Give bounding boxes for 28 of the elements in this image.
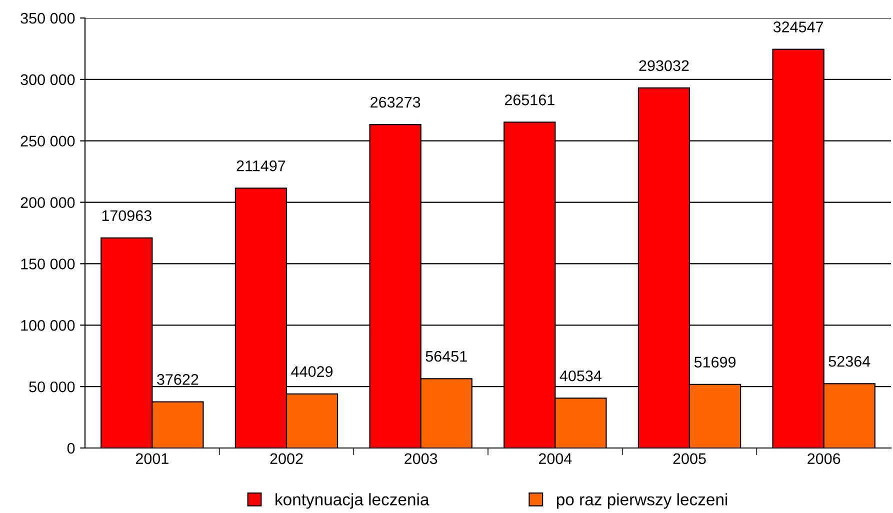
y-tick-label: 100 000 xyxy=(21,320,75,331)
data-label: 40534 xyxy=(560,370,602,382)
x-tick-label: 2004 xyxy=(538,453,572,464)
x-tick-label: 2003 xyxy=(404,453,438,464)
data-label: 37622 xyxy=(157,374,198,385)
x-tick-label: 2005 xyxy=(673,453,706,464)
x-tick-label: 2006 xyxy=(808,453,840,464)
legend-label: po raz pierwszy leczeni xyxy=(556,493,728,509)
x-tick-label: 2002 xyxy=(270,453,303,464)
y-tick-label: 0 xyxy=(67,442,75,454)
x-tick-label: 2001 xyxy=(136,453,168,464)
data-label: 56451 xyxy=(426,350,467,362)
y-tick-label: 250 000 xyxy=(20,136,75,147)
y-tick-label: 50 000 xyxy=(29,381,75,392)
y-tick-label: 150 000 xyxy=(21,258,75,270)
data-label: 44029 xyxy=(291,366,333,377)
data-label: 52364 xyxy=(828,356,870,367)
y-tick-label: 300 000 xyxy=(20,74,75,86)
legend-label: kontynuacja leczenia xyxy=(276,493,430,509)
data-label: 51699 xyxy=(694,356,736,368)
y-tick-label: 200 000 xyxy=(20,197,75,208)
data-label: 265161 xyxy=(504,94,554,106)
data-label: 211497 xyxy=(236,160,286,172)
y-tick-label: 350 000 xyxy=(20,12,75,24)
data-label: 263273 xyxy=(370,96,420,108)
data-label: 170963 xyxy=(102,210,152,222)
data-label: 324547 xyxy=(773,22,824,32)
data-label: 293032 xyxy=(639,60,689,72)
